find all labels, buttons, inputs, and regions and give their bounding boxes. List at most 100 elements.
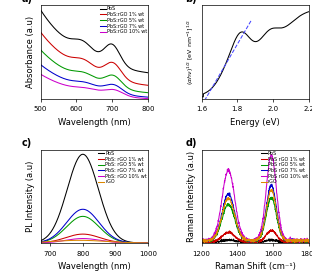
PbS: rGO 1% wt: (670, 0.00439): rGO 1% wt: (670, 0.00439)	[39, 241, 42, 244]
Line: PbS: rGO 1% wt: PbS: rGO 1% wt	[41, 234, 148, 243]
Y-axis label: Absorbance (a.u): Absorbance (a.u)	[26, 16, 35, 88]
Line: PbS:rGO 7% wt: PbS:rGO 7% wt	[41, 65, 148, 97]
PbS rGO 1% wt	[219, 237, 222, 240]
PbS	[39, 8, 42, 11]
PbS: rGO 1% wt: (829, 0.0852): rGO 1% wt: (829, 0.0852)	[90, 234, 94, 237]
PbS: rGO 7% wt: (670, 0.0129): rGO 7% wt: (670, 0.0129)	[39, 240, 42, 244]
PbS:rGO 1% wt	[102, 64, 106, 67]
PbS: rGO 10% wt: (993, 5.2e-05): rGO 10% wt: (993, 5.2e-05)	[144, 241, 147, 245]
PbS rGO 5% wt	[248, 240, 252, 243]
Line: PbS:rGO 5% wt: PbS:rGO 5% wt	[41, 50, 148, 93]
PbS: rGO 10% wt: (829, 0.0426): rGO 10% wt: (829, 0.0426)	[90, 238, 94, 241]
rGO	[263, 217, 267, 220]
PbS rGO 10% wt	[200, 239, 203, 242]
PbS:rGO 10% wt	[110, 88, 114, 91]
PbS:rGO 5% wt	[66, 68, 70, 71]
PbS: rGO 5% wt: (941, 0.00558): rGO 5% wt: (941, 0.00558)	[127, 241, 131, 244]
Line: PbS:rGO 1% wt: PbS:rGO 1% wt	[41, 32, 148, 85]
PbS:rGO 1% wt	[39, 30, 42, 34]
rGO	[248, 238, 252, 242]
PbS rGO 5% wt	[298, 241, 302, 245]
PbS	[110, 43, 114, 46]
PbS rGO 1% wt	[307, 240, 311, 243]
PbS: rGO 7% wt: (1e+03, 0.000127): rGO 7% wt: (1e+03, 0.000127)	[146, 241, 150, 245]
PbS: rGO 5% wt: (1e+03, 0.000101): rGO 5% wt: (1e+03, 0.000101)	[146, 241, 150, 245]
PbS	[146, 71, 150, 74]
PbS rGO 7% wt	[270, 183, 274, 186]
PbS rGO 10% wt	[307, 239, 311, 242]
PbS rGO 5% wt	[307, 239, 311, 243]
Text: b): b)	[185, 0, 197, 4]
PbS: rGO 5% wt: (670, 0.0102): rGO 5% wt: (670, 0.0102)	[39, 241, 42, 244]
PbS:rGO 1% wt	[110, 61, 114, 64]
rGO	[97, 239, 101, 243]
Line: rGO: rGO	[41, 240, 148, 243]
rGO	[127, 241, 131, 244]
PbS rGO 7% wt	[272, 189, 275, 192]
Line: rGO: rGO	[202, 189, 309, 242]
rGO	[144, 241, 147, 245]
PbS rGO 1% wt	[248, 241, 252, 244]
Line: PbS: PbS	[41, 154, 148, 243]
Legend: PbS, PbS rGO 1% wt, PbS rGO 5% wt, PbS rGO 7% wt, PbS rGO 10% wt, rGO: PbS, PbS rGO 1% wt, PbS rGO 5% wt, PbS r…	[261, 151, 308, 185]
PbS	[227, 238, 231, 242]
Text: a): a)	[21, 0, 32, 4]
PbS	[146, 241, 150, 245]
Line: PbS: PbS	[41, 10, 148, 73]
PbS	[272, 239, 275, 242]
PbS rGO 7% wt	[219, 219, 222, 222]
PbS rGO 10% wt	[219, 204, 222, 207]
PbS rGO 10% wt	[227, 170, 231, 173]
PbS rGO 5% wt	[227, 203, 231, 206]
PbS:rGO 5% wt	[39, 48, 42, 51]
Y-axis label: Raman Intensity (a.u): Raman Intensity (a.u)	[187, 151, 196, 242]
PbS:rGO 10% wt	[66, 84, 70, 87]
PbS: rGO 7% wt: (827, 0.327): rGO 7% wt: (827, 0.327)	[90, 212, 94, 216]
PbS	[127, 240, 131, 244]
PbS:rGO 1% wt	[58, 50, 61, 54]
PbS	[263, 239, 267, 243]
PbS:rGO 7% wt	[87, 82, 91, 85]
PbS:rGO 5% wt	[87, 73, 91, 76]
PbS:rGO 1% wt	[146, 84, 150, 87]
PbS: rGO 10% wt: (941, 0.00126): rGO 10% wt: (941, 0.00126)	[127, 241, 131, 245]
PbS: rGO 10% wt: (827, 0.0435): rGO 10% wt: (827, 0.0435)	[90, 238, 94, 241]
PbS rGO 1% wt	[281, 239, 285, 242]
PbS:rGO 7% wt	[66, 78, 70, 81]
PbS: rGO 1% wt: (827, 0.087): rGO 1% wt: (827, 0.087)	[90, 234, 94, 237]
rGO	[227, 198, 231, 201]
PbS	[307, 240, 311, 244]
PbS rGO 7% wt	[307, 239, 311, 242]
PbS	[219, 238, 222, 242]
PbS: rGO 7% wt: (941, 0.00707): rGO 7% wt: (941, 0.00707)	[127, 241, 131, 244]
rGO	[200, 240, 203, 244]
PbS: rGO 10% wt: (849, 0.0319): rGO 10% wt: (849, 0.0319)	[97, 239, 101, 242]
PbS: rGO 5% wt: (867, 0.122): rGO 5% wt: (867, 0.122)	[103, 230, 106, 234]
PbS: rGO 5% wt: (849, 0.185): rGO 5% wt: (849, 0.185)	[97, 225, 101, 228]
Line: PbS:rGO 10% wt: PbS:rGO 10% wt	[41, 74, 148, 99]
Legend: PbS, PbS:rGO 1% wt, PbS:rGO 5% wt, PbS:rGO 7% wt, PbS:rGO 10% wt: PbS, PbS:rGO 1% wt, PbS:rGO 5% wt, PbS:r…	[100, 7, 147, 34]
PbS:rGO 1% wt	[87, 61, 91, 64]
Line: PbS: rGO 10% wt: PbS: rGO 10% wt	[41, 239, 148, 243]
PbS	[246, 242, 250, 245]
PbS:rGO 7% wt	[102, 84, 106, 87]
PbS: rGO 5% wt: (827, 0.258): rGO 5% wt: (827, 0.258)	[90, 218, 94, 222]
PbS rGO 5% wt	[270, 195, 274, 199]
PbS: rGO 10% wt: (867, 0.0218): rGO 10% wt: (867, 0.0218)	[103, 239, 106, 243]
PbS rGO 10% wt	[271, 158, 275, 161]
Line: PbS: rGO 5% wt: PbS: rGO 5% wt	[41, 216, 148, 243]
rGO	[146, 241, 150, 245]
rGO	[219, 218, 222, 222]
PbS:rGO 5% wt	[110, 73, 114, 77]
PbS:rGO 5% wt	[146, 91, 150, 94]
rGO	[281, 236, 285, 239]
rGO	[307, 239, 311, 242]
PbS:rGO 7% wt	[58, 75, 61, 78]
PbS rGO 5% wt	[271, 198, 275, 202]
X-axis label: Energy (eV): Energy (eV)	[230, 118, 280, 127]
PbS rGO 5% wt	[263, 221, 267, 224]
PbS:rGO 5% wt	[102, 76, 106, 79]
PbS rGO 1% wt	[271, 229, 275, 232]
PbS:rGO 10% wt	[58, 82, 61, 85]
PbS: rGO 1% wt: (867, 0.0435): rGO 1% wt: (867, 0.0435)	[103, 238, 106, 241]
